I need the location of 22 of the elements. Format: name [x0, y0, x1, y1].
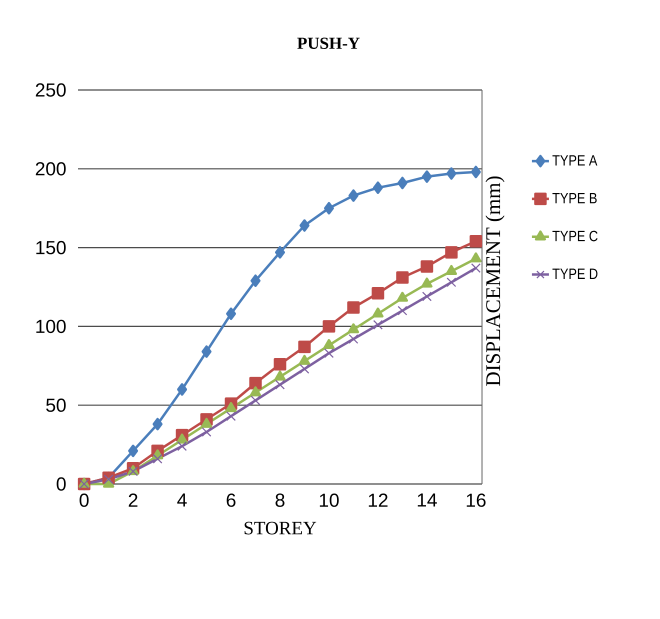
x-tick-label: 10: [320, 494, 339, 507]
x-tick-label: 6: [226, 494, 236, 507]
y-tick-label: 250: [36, 83, 66, 97]
x-tick-label: 16: [466, 494, 486, 507]
x-tick-label: 0: [80, 494, 89, 507]
x-axis-title: STOREY: [244, 522, 316, 534]
x-tick-label: 4: [177, 494, 187, 507]
legend-label: TYPE D: [552, 268, 598, 279]
x-tick-label: 8: [276, 494, 284, 507]
y-tick-label: 50: [46, 398, 66, 412]
y-tick-label: 100: [36, 320, 66, 334]
y-axis-title: DISPLACEMENT (mm): [486, 176, 504, 386]
x-tick-label: 2: [128, 494, 138, 507]
x-tick-label: 12: [368, 494, 388, 507]
y-tick-label: 200: [36, 162, 66, 176]
x-tick-label: 14: [418, 494, 437, 507]
chart-title: PUSH-Y: [297, 38, 360, 49]
legend-label: TYPE B: [552, 192, 597, 204]
y-tick-label: 150: [36, 240, 66, 254]
y-tick-label: 0: [56, 477, 66, 491]
legend-label: TYPE A: [552, 155, 598, 166]
legend-label: TYPE C: [552, 230, 598, 242]
